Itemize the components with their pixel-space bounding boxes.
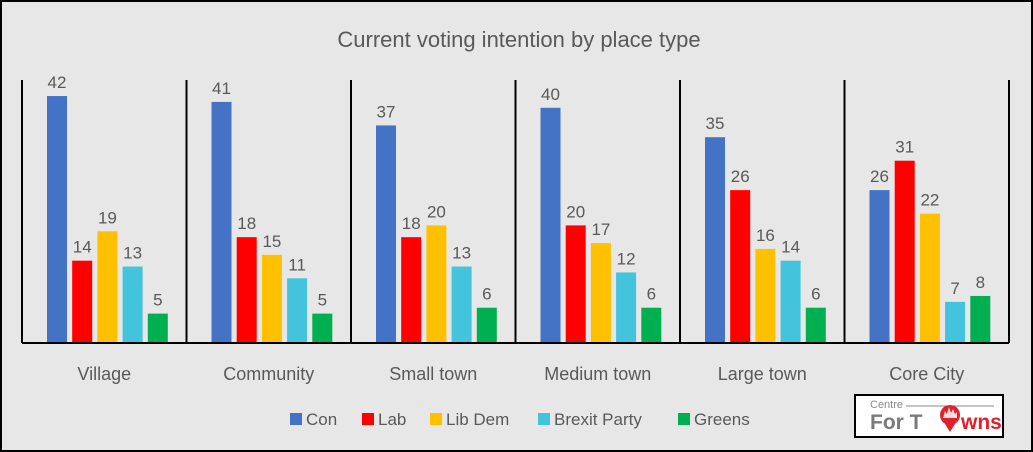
data-label: 11 [288,255,306,274]
data-label: 31 [895,138,914,157]
bar-lib-dem [755,248,776,343]
legend-swatch [538,413,550,425]
bar-brexit-party [945,301,966,343]
data-label: 6 [647,285,656,304]
centre-for-towns-logo: Centre For T wns [854,394,1004,438]
bar-greens [641,307,662,343]
data-label: 13 [452,244,471,263]
data-label: 14 [73,238,92,257]
legend-swatch [362,413,374,425]
bar-con [47,96,67,343]
data-label: 41 [212,79,231,98]
bar-lab [565,225,586,343]
data-label: 5 [153,291,162,310]
bar-con [540,107,561,343]
logo-main-text-suffix: wns [960,411,1002,434]
bar-con [211,101,232,343]
category-label: Small town [389,364,477,384]
bar-lib-dem [426,225,447,343]
data-label: 15 [262,232,281,251]
bar-lab [401,237,422,343]
bar-lib-dem [590,243,611,343]
legend-swatch [290,413,302,425]
bars-layer [47,96,991,343]
data-label: 26 [731,167,750,186]
category-label: Large town [718,364,807,384]
legend-label: Brexit Party [554,410,642,429]
legend-label: Lib Dem [446,410,509,429]
logo-main-text-prefix: For T [870,411,923,434]
bar-brexit-party [616,272,637,343]
data-label: 20 [566,202,585,221]
data-label: 5 [318,291,327,310]
bar-brexit-party [287,278,308,343]
category-label: Village [77,364,131,384]
legend-swatch [430,413,442,425]
legend-swatch [678,413,690,425]
data-label: 37 [377,102,396,121]
data-label: 7 [950,279,959,298]
data-label: 6 [811,285,820,304]
bar-greens [476,307,497,343]
legend-label: Lab [378,410,406,429]
bar-lab [72,260,93,343]
data-label: 8 [976,273,985,292]
category-label: Community [223,364,314,384]
legend-label: Con [306,410,337,429]
labels-layer: 42 14 19 13 5 Village 41 18 15 11 5 Community 37 18 20… [48,73,985,384]
bar-brexit-party [122,266,143,343]
data-label: 42 [48,73,67,92]
data-label: 13 [123,244,142,263]
data-label: 6 [482,285,491,304]
chart-title: Current voting intention by place type [337,27,700,52]
bar-lib-dem [261,254,282,343]
data-label: 35 [706,114,725,133]
data-label: 18 [402,214,421,233]
axes-layer [21,80,1010,344]
bar-lib-dem [919,213,940,343]
data-label: 26 [870,167,889,186]
data-label: 40 [541,85,560,104]
category-label: Core City [889,364,964,384]
legend-label: Greens [694,410,750,429]
bar-brexit-party [780,260,801,343]
data-label: 16 [756,226,775,245]
bar-con [705,137,725,343]
bar-greens [805,307,826,343]
legend: Con Lab Lib Dem Brexit Party Greens [290,410,750,429]
map-pin-icon [940,405,960,432]
data-label: 19 [98,208,117,227]
logo-graphic: Centre For T wns [870,399,1002,434]
bar-brexit-party [451,266,472,343]
data-label: 18 [237,214,256,233]
data-label: 22 [920,191,939,210]
bar-greens [312,313,333,343]
category-label: Medium town [544,364,651,384]
bar-lab [730,190,751,343]
bar-greens [970,295,991,343]
bar-lib-dem [97,231,118,343]
data-label: 17 [591,220,610,239]
bar-lab [894,160,915,343]
bar-con [869,190,890,343]
bar-lab [236,237,257,343]
data-label: 12 [617,249,636,268]
logo-top-text: Centre [870,399,903,411]
data-label: 14 [781,238,800,257]
bar-con [376,125,396,343]
data-label: 20 [427,202,446,221]
bar-greens [147,313,168,343]
